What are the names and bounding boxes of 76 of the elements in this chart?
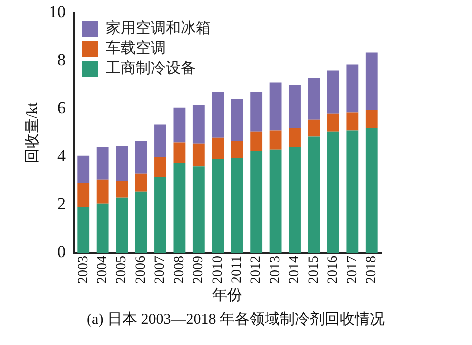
bar (116, 146, 128, 182)
x-tick-label: 2010 (210, 256, 226, 284)
bar (231, 100, 244, 142)
bar (308, 78, 320, 120)
legend-label: 车载空调 (106, 40, 166, 58)
x-tick-label: 2018 (364, 256, 380, 284)
bar (250, 132, 263, 152)
y-tick-label: 6 (58, 98, 66, 118)
x-tick-label: 2015 (306, 256, 322, 284)
bar (212, 159, 224, 253)
y-tick-label: 8 (58, 50, 66, 70)
bar (270, 82, 282, 131)
bar (289, 85, 301, 128)
x-axis-title: 年份 (212, 286, 243, 304)
bar (174, 142, 186, 164)
bar (78, 156, 90, 184)
x-tick-label: 2016 (326, 256, 342, 284)
x-tick-label: 2008 (172, 256, 188, 284)
x-tick-label: 2004 (96, 256, 110, 284)
bar (250, 151, 263, 253)
x-tick-label: 2014 (288, 256, 303, 284)
bar (116, 198, 128, 253)
bar (192, 106, 205, 144)
bar (192, 144, 205, 167)
bar (327, 70, 340, 114)
text: (a) 日本 2003—2018 年各领域制冷剂回收情况 (86, 310, 386, 329)
y-axis-title: 回收量/kt (24, 102, 41, 164)
x-tick-label: 2017 (345, 256, 360, 284)
bar (250, 92, 263, 132)
bar (135, 141, 148, 174)
bar (174, 108, 186, 143)
legend-label: 工商制冷设备 (106, 60, 196, 78)
bar (154, 124, 166, 158)
x-tick-label: 2011 (230, 256, 246, 284)
bar (96, 180, 109, 204)
bar (154, 177, 166, 253)
x-tick-label: 2012 (249, 256, 264, 284)
bar (231, 141, 244, 158)
bar (270, 150, 282, 253)
x-tick-label: 2007 (153, 256, 168, 284)
bar (78, 207, 90, 253)
bar (366, 52, 378, 110)
bar (78, 183, 90, 208)
bar (270, 130, 282, 150)
bar (366, 128, 378, 253)
y-tick-label: 0 (58, 242, 66, 262)
legend-label: 家用空调和冰箱 (106, 20, 211, 38)
bar (289, 128, 301, 148)
bar (96, 147, 109, 180)
bar (154, 157, 166, 178)
bar (174, 163, 186, 253)
bar (308, 136, 320, 253)
x-tick-label: 2006 (134, 256, 149, 284)
y-tick-label: 2 (58, 194, 66, 214)
bar (212, 138, 224, 160)
bar (231, 158, 244, 253)
bar (366, 110, 378, 128)
x-tick-label: 2005 (114, 256, 130, 284)
bar (327, 132, 340, 253)
bar (289, 147, 301, 253)
y-tick-label: 10 (49, 2, 66, 22)
bar (346, 112, 359, 131)
bar (346, 64, 359, 113)
x-tick-label: 2013 (268, 256, 284, 284)
bar (346, 130, 359, 253)
bar (308, 120, 320, 137)
bar (212, 92, 224, 138)
y-tick-label: 4 (58, 146, 66, 166)
bar (327, 114, 340, 132)
bar (116, 181, 128, 198)
x-tick-label: 2003 (76, 256, 92, 284)
x-tick-label: 2009 (192, 256, 207, 284)
bar (192, 166, 205, 253)
bar (135, 192, 148, 253)
bar (96, 204, 109, 253)
bar (135, 174, 148, 192)
